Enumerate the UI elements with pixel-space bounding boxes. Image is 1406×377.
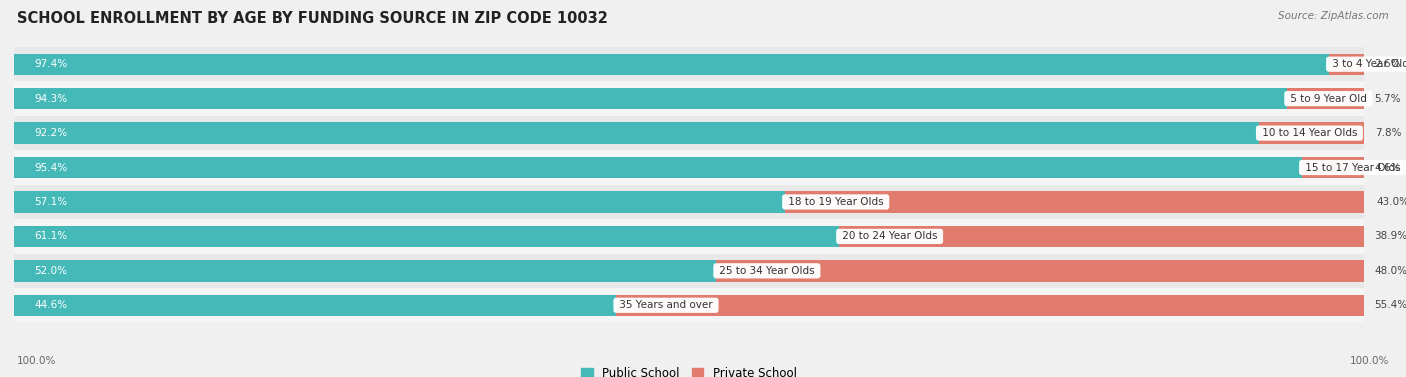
Bar (716, 260, 1364, 282)
Text: 18 to 19 Year Olds: 18 to 19 Year Olds (785, 197, 887, 207)
Bar (14, 116, 1364, 150)
Bar (1258, 123, 1364, 144)
Text: 38.9%: 38.9% (1375, 231, 1406, 241)
Bar (14, 219, 1364, 254)
Text: 10 to 14 Year Olds: 10 to 14 Year Olds (1258, 128, 1360, 138)
Text: 100.0%: 100.0% (17, 356, 56, 366)
Bar (14, 81, 1364, 116)
Bar (14, 254, 1364, 288)
Text: 57.1%: 57.1% (34, 197, 67, 207)
Text: 15 to 17 Year Olds: 15 to 17 Year Olds (1302, 162, 1403, 173)
Bar (14, 123, 1258, 144)
Bar (14, 191, 785, 213)
Text: 43.0%: 43.0% (1376, 197, 1406, 207)
Text: 35 Years and over: 35 Years and over (616, 300, 716, 310)
Text: SCHOOL ENROLLMENT BY AGE BY FUNDING SOURCE IN ZIP CODE 10032: SCHOOL ENROLLMENT BY AGE BY FUNDING SOUR… (17, 11, 607, 26)
Text: 44.6%: 44.6% (34, 300, 67, 310)
Bar (1302, 157, 1364, 178)
Bar (14, 294, 616, 316)
Text: 92.2%: 92.2% (34, 128, 67, 138)
Bar (14, 54, 1329, 75)
Text: 2.6%: 2.6% (1375, 59, 1402, 69)
Text: 5.7%: 5.7% (1375, 93, 1402, 104)
Bar (14, 260, 716, 282)
Bar (14, 288, 1364, 322)
Bar (14, 150, 1364, 185)
Text: 20 to 24 Year Olds: 20 to 24 Year Olds (839, 231, 941, 241)
Text: 52.0%: 52.0% (34, 266, 67, 276)
Bar (14, 47, 1364, 81)
Text: 25 to 34 Year Olds: 25 to 34 Year Olds (716, 266, 818, 276)
Text: 94.3%: 94.3% (34, 93, 67, 104)
Text: 100.0%: 100.0% (1350, 356, 1389, 366)
Bar (14, 226, 839, 247)
Text: 97.4%: 97.4% (34, 59, 67, 69)
Bar (14, 185, 1364, 219)
Text: Source: ZipAtlas.com: Source: ZipAtlas.com (1278, 11, 1389, 21)
Text: 95.4%: 95.4% (34, 162, 67, 173)
Text: 3 to 4 Year Olds: 3 to 4 Year Olds (1329, 59, 1406, 69)
Bar (839, 226, 1364, 247)
Bar (1286, 88, 1364, 109)
Text: 55.4%: 55.4% (1375, 300, 1406, 310)
Bar (785, 191, 1365, 213)
Bar (14, 157, 1302, 178)
Bar (616, 294, 1364, 316)
Text: 48.0%: 48.0% (1375, 266, 1406, 276)
Text: 7.8%: 7.8% (1375, 128, 1402, 138)
Legend: Public School, Private School: Public School, Private School (581, 367, 797, 377)
Bar (14, 88, 1286, 109)
Bar (1329, 54, 1364, 75)
Text: 61.1%: 61.1% (34, 231, 67, 241)
Text: 4.6%: 4.6% (1375, 162, 1402, 173)
Text: 5 to 9 Year Old: 5 to 9 Year Old (1286, 93, 1369, 104)
